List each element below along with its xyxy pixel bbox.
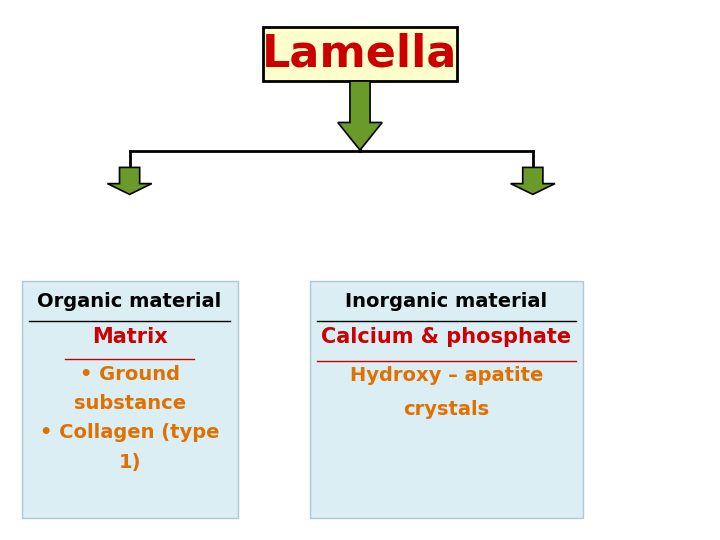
FancyBboxPatch shape (22, 281, 238, 518)
Text: Hydroxy – apatite
crystals: Hydroxy – apatite crystals (350, 366, 543, 419)
FancyBboxPatch shape (310, 281, 583, 518)
Text: Matrix: Matrix (91, 327, 168, 347)
FancyBboxPatch shape (263, 27, 457, 81)
FancyArrow shape (338, 81, 382, 150)
Text: • Ground
substance
• Collagen (type
1): • Ground substance • Collagen (type 1) (40, 364, 220, 472)
FancyArrow shape (107, 167, 152, 194)
FancyArrow shape (510, 167, 555, 194)
Text: Inorganic material: Inorganic material (346, 292, 547, 310)
Text: Organic material: Organic material (37, 292, 222, 310)
Text: Lamella: Lamella (262, 32, 458, 76)
Text: Calcium & phosphate: Calcium & phosphate (321, 327, 572, 347)
